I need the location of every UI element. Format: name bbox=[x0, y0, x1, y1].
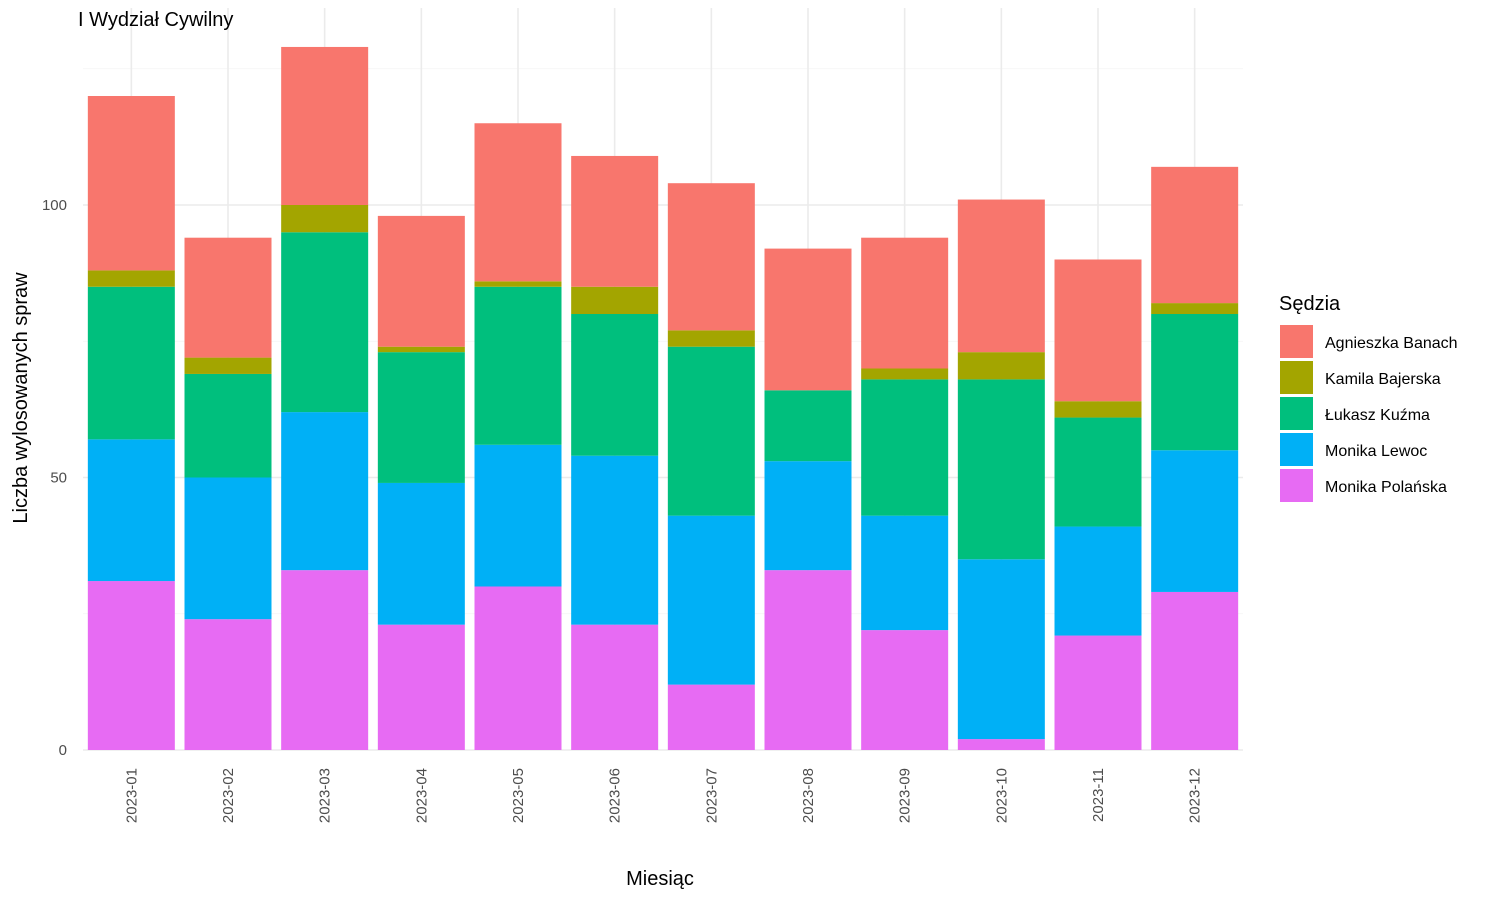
x-tick-label: 2023-08 bbox=[800, 768, 817, 823]
x-tick-label: 2023-12 bbox=[1187, 768, 1204, 823]
bar-segment bbox=[281, 232, 369, 413]
bar-segment bbox=[281, 570, 369, 750]
legend-label: Monika Polańska bbox=[1325, 479, 1447, 496]
bar-segment bbox=[571, 286, 659, 314]
bar-segment bbox=[377, 346, 465, 353]
x-axis-ticks: 2023-01 2023-02 2023-03 2023-04 2023-05 2023-… bbox=[123, 768, 1203, 823]
x-axis-title: Miesiąc bbox=[626, 868, 694, 890]
bar-segment bbox=[667, 515, 755, 685]
y-tick-label: 100 bbox=[42, 197, 67, 214]
bar-segment bbox=[861, 630, 949, 750]
bar-segment bbox=[184, 237, 272, 358]
bar-segment bbox=[184, 619, 272, 750]
legend-label: Kamila Bajerska bbox=[1325, 371, 1441, 388]
bar-segment bbox=[87, 581, 175, 750]
bars bbox=[87, 46, 1239, 750]
legend: Sędzia Agnieszka Banach Kamila Bajerska Łu… bbox=[1279, 293, 1458, 502]
bar-segment bbox=[764, 461, 852, 571]
legend-label: Monika Lewoc bbox=[1325, 443, 1427, 460]
bar-segment bbox=[957, 199, 1045, 353]
bar-segment bbox=[184, 357, 272, 374]
bar-segment bbox=[87, 96, 175, 271]
y-axis-title: Liczba wylosowanych spraw bbox=[10, 272, 32, 524]
bar-segment bbox=[1151, 591, 1239, 750]
bar-segment bbox=[474, 123, 562, 282]
legend-swatch bbox=[1280, 325, 1313, 358]
bar-segment bbox=[87, 286, 175, 440]
bar-segment bbox=[957, 559, 1045, 740]
legend-swatch bbox=[1280, 433, 1313, 466]
y-tick-label: 50 bbox=[50, 470, 67, 487]
bar-segment bbox=[377, 215, 465, 347]
x-tick-label: 2023-01 bbox=[123, 768, 140, 823]
x-tick-label: 2023-09 bbox=[897, 768, 914, 823]
bar-segment bbox=[281, 46, 369, 206]
legend-label: Agnieszka Banach bbox=[1325, 335, 1458, 352]
legend-swatch bbox=[1280, 361, 1313, 394]
bar-segment bbox=[474, 586, 562, 750]
x-tick-label: 2023-06 bbox=[607, 768, 624, 823]
bar-segment bbox=[1151, 450, 1239, 592]
bar-segment bbox=[571, 624, 659, 750]
legend-items: Agnieszka Banach Kamila Bajerska Łukasz Ku… bbox=[1280, 325, 1458, 502]
bar-segment bbox=[764, 390, 852, 462]
bar-segment bbox=[861, 368, 949, 380]
legend-title: Sędzia bbox=[1279, 293, 1341, 315]
bar-segment bbox=[474, 444, 562, 587]
bar-segment bbox=[377, 352, 465, 483]
bar-segment bbox=[571, 314, 659, 456]
legend-swatch bbox=[1280, 469, 1313, 502]
bar-segment bbox=[184, 373, 272, 478]
legend-label: Łukasz Kuźma bbox=[1325, 407, 1430, 424]
bar-segment bbox=[667, 183, 755, 331]
bar-segment bbox=[957, 352, 1045, 380]
bar-segment bbox=[474, 286, 562, 445]
x-tick-label: 2023-11 bbox=[1090, 768, 1107, 822]
bar-segment bbox=[667, 330, 755, 347]
bar-segment bbox=[1054, 417, 1142, 527]
x-tick-label: 2023-10 bbox=[993, 768, 1010, 823]
bar-segment bbox=[571, 155, 659, 287]
bar-segment bbox=[281, 412, 369, 571]
bar-segment bbox=[1054, 526, 1142, 636]
bar-segment bbox=[377, 482, 465, 625]
bar-segment bbox=[87, 439, 175, 582]
x-tick-label: 2023-04 bbox=[413, 768, 430, 823]
bar-segment bbox=[861, 515, 949, 631]
bar-segment bbox=[377, 624, 465, 750]
bar-segment bbox=[1151, 303, 1239, 314]
x-tick-label: 2023-05 bbox=[510, 768, 527, 823]
x-tick-label: 2023-03 bbox=[317, 768, 334, 823]
bar-segment bbox=[474, 281, 562, 287]
x-tick-label: 2023-07 bbox=[703, 768, 720, 823]
bar-segment bbox=[281, 205, 369, 233]
bar-segment bbox=[184, 477, 272, 620]
x-tick-label: 2023-02 bbox=[220, 768, 237, 823]
y-axis-ticks: 0 50 100 bbox=[42, 197, 67, 759]
bar-segment bbox=[667, 346, 755, 516]
bar-segment bbox=[1054, 259, 1142, 402]
bar-segment bbox=[861, 379, 949, 516]
bar-segment bbox=[667, 684, 755, 750]
bar-segment bbox=[571, 455, 659, 625]
bar-segment bbox=[957, 379, 1045, 560]
bar-segment bbox=[87, 270, 175, 287]
bar-segment bbox=[1151, 166, 1239, 304]
bar-segment bbox=[1054, 635, 1142, 750]
bar-segment bbox=[1054, 401, 1142, 418]
bar-segment bbox=[764, 248, 852, 391]
legend-swatch bbox=[1280, 397, 1313, 430]
bar-segment bbox=[764, 570, 852, 750]
chart-title: I Wydział Cywilny bbox=[78, 9, 233, 31]
bar-segment bbox=[957, 739, 1045, 750]
bar-segment bbox=[1151, 314, 1239, 451]
y-tick-label: 0 bbox=[59, 742, 67, 759]
bar-segment bbox=[861, 237, 949, 369]
